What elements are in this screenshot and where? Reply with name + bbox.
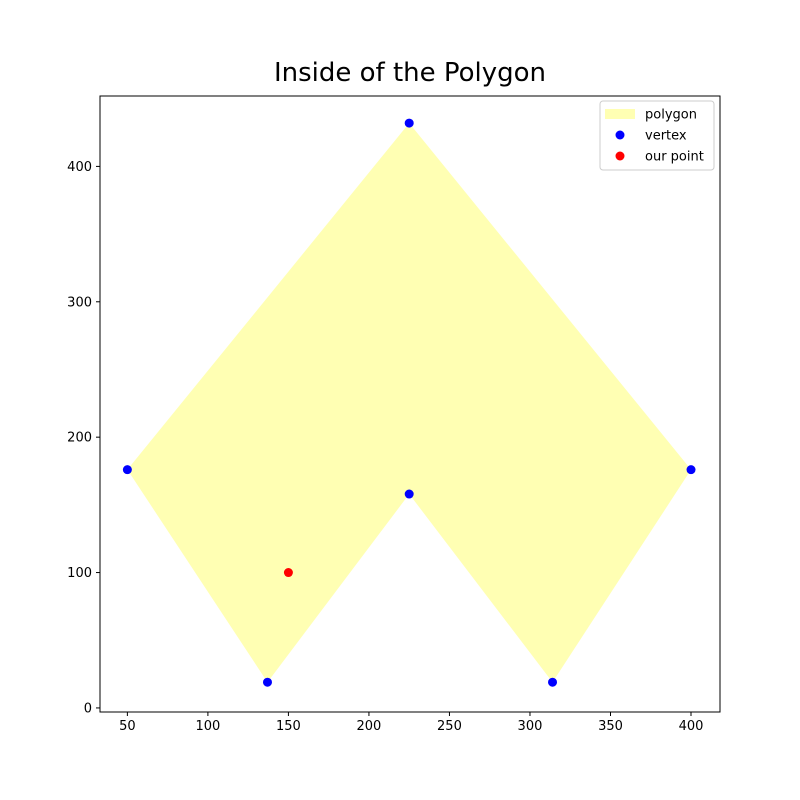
y-tick-label: 200	[67, 431, 92, 446]
y-tick-label: 300	[67, 295, 92, 310]
x-tick-label: 200	[357, 719, 382, 734]
legend-vertex-label: vertex	[645, 129, 687, 144]
vertex-point-1	[404, 118, 414, 128]
axes-frame	[99, 95, 721, 713]
points-layer	[122, 118, 696, 687]
x-tick-label: 400	[679, 719, 704, 734]
x-tick-label: 100	[195, 719, 220, 734]
polygon-area	[127, 123, 692, 683]
chart-title: Inside of the Polygon	[273, 58, 547, 88]
y-tick-label: 0	[84, 701, 92, 716]
vertex-point-0	[122, 465, 132, 475]
legend-vertex-swatch	[615, 130, 625, 140]
vertex-point-5	[262, 677, 272, 687]
vertex-point-2	[686, 465, 696, 475]
y-tick-label: 100	[67, 566, 92, 581]
legend-polygon-label: polygon	[645, 108, 697, 123]
legend-our-point-label: our point	[645, 150, 704, 165]
polygon-layer	[127, 123, 692, 683]
legend-our-point-swatch	[615, 151, 625, 161]
ticks-layer: 50 100 150 200 250 300 350 400 0 100 200 300 400	[67, 160, 703, 734]
x-tick-label: 50	[119, 719, 136, 734]
x-tick-label: 300	[518, 719, 543, 734]
x-tick-label: 150	[276, 719, 301, 734]
legend: polygon vertex our point	[599, 100, 715, 171]
our-point-0	[283, 568, 293, 578]
legend-polygon-swatch	[605, 109, 635, 119]
vertex-point-3	[548, 677, 558, 687]
x-tick-label: 250	[437, 719, 462, 734]
vertex-point-4	[404, 489, 414, 499]
x-tick-label: 350	[598, 719, 623, 734]
y-tick-label: 400	[67, 160, 92, 175]
